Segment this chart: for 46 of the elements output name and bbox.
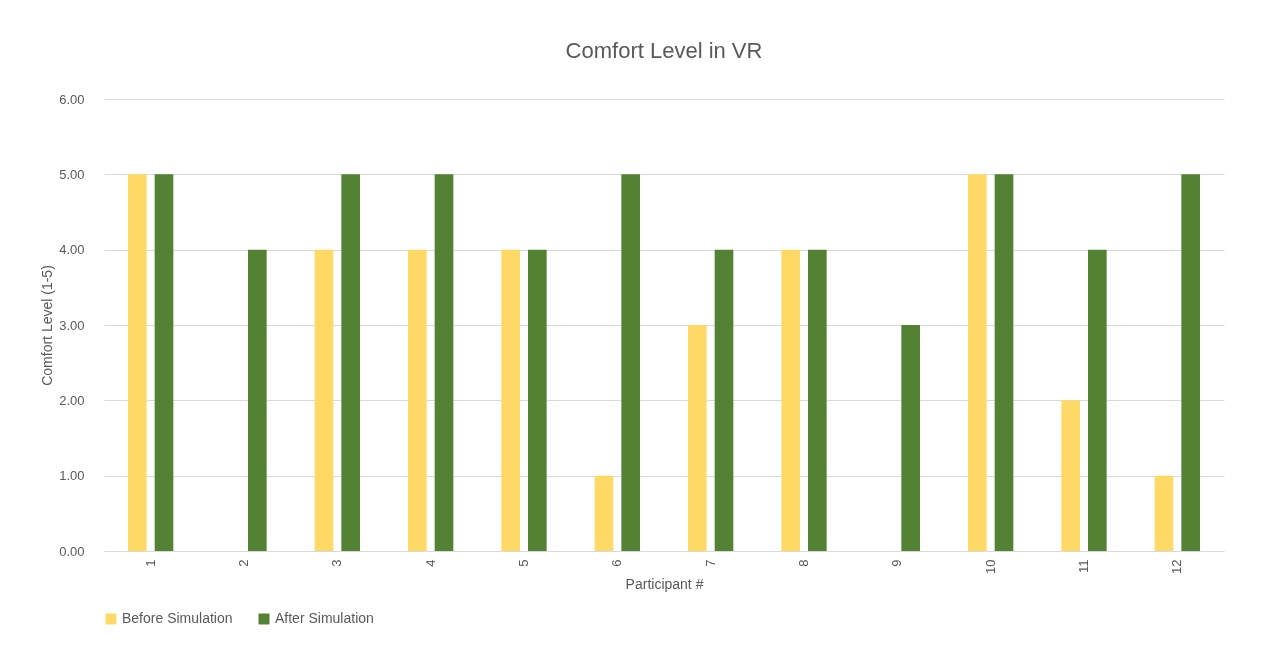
x-tick-label: 9 <box>889 559 905 567</box>
y-tick-label: 3.00 <box>59 317 85 333</box>
legend-label: After Simulation <box>275 610 374 626</box>
y-tick-label: 5.00 <box>59 166 85 182</box>
y-tick-label: 4.00 <box>59 242 85 258</box>
y-tick-label: 1.00 <box>59 468 85 484</box>
x-tick-label: 6 <box>609 559 625 567</box>
x-tick-label: 1 <box>142 559 158 567</box>
y-axis-title: Comfort Level (1-5) <box>39 265 56 386</box>
chart-title: Comfort Level in VR <box>565 38 763 63</box>
legend-label: Before Simulation <box>122 610 233 626</box>
x-tick-label: 12 <box>1169 559 1185 574</box>
bar <box>1061 400 1080 551</box>
y-tick-label: 0.00 <box>59 543 85 559</box>
bar <box>1154 475 1174 551</box>
x-tick-label: 7 <box>702 559 718 567</box>
bar <box>781 249 800 551</box>
x-tick-label: 10 <box>982 559 998 574</box>
bar <box>688 325 707 551</box>
bar <box>1088 249 1107 551</box>
bar <box>968 174 987 551</box>
x-tick-label: 8 <box>796 559 811 567</box>
bar <box>341 174 360 551</box>
bar <box>154 174 174 551</box>
bar <box>594 475 614 551</box>
x-tick-label: 11 <box>1076 559 1091 573</box>
x-tick-label: 5 <box>516 559 531 567</box>
bar <box>994 174 1014 551</box>
y-tick-label: 2.00 <box>59 392 85 408</box>
bar <box>314 249 334 551</box>
bar <box>408 249 427 551</box>
x-tick-label: 4 <box>422 559 438 567</box>
bar <box>808 249 827 551</box>
bar <box>128 174 147 551</box>
x-tick-label: 3 <box>329 559 345 567</box>
bar <box>1181 174 1200 551</box>
bar <box>714 249 734 551</box>
bar <box>901 325 920 551</box>
x-axis-title: Participant # <box>625 575 704 592</box>
bar <box>528 249 547 551</box>
bar <box>248 249 267 551</box>
bar <box>434 174 454 551</box>
bar <box>501 249 520 551</box>
x-tick-label: 2 <box>236 559 251 567</box>
y-tick-label: 6.00 <box>59 91 85 107</box>
bar <box>621 174 640 551</box>
